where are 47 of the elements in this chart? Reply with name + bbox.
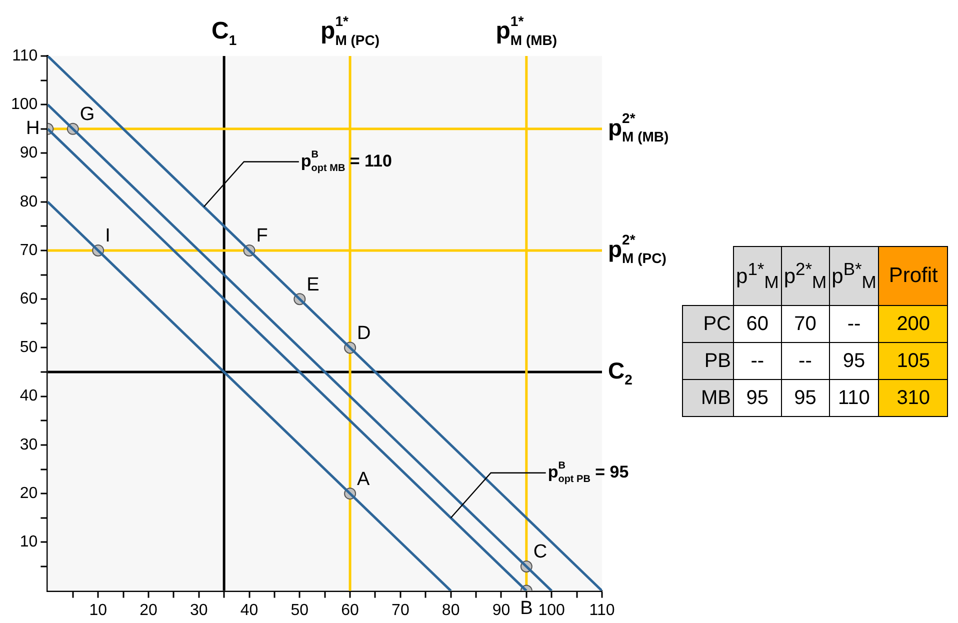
text: -- — [750, 350, 764, 372]
x-tick-label: 110 — [589, 602, 615, 619]
category-label: Profit — [878, 246, 948, 306]
text: 95 — [842, 350, 866, 372]
category-label: PC — [703, 312, 731, 334]
x-tick-label: 70 — [392, 602, 410, 619]
y-tick-label: 40 — [20, 388, 38, 405]
y-tick-label: 50 — [20, 339, 38, 356]
x-tick-label: 30 — [190, 602, 208, 619]
text: 200 — [896, 312, 930, 334]
y-tick-label: 80 — [20, 193, 38, 210]
y-tick-label: 110 — [12, 47, 38, 64]
annotation: B — [520, 598, 533, 620]
y-tick-label: 90 — [20, 144, 38, 162]
annotation: I — [105, 226, 110, 247]
annotation: C — [533, 542, 548, 563]
text: 95 — [794, 386, 816, 408]
y-tick-label: 70 — [20, 242, 38, 259]
x-tick-label: 80 — [442, 602, 460, 619]
y-tick-label: 100 — [10, 96, 38, 114]
x-tick-label: 100 — [538, 602, 566, 619]
text: -- — [798, 350, 812, 372]
annotation: G — [80, 104, 95, 126]
annotation: F — [256, 226, 268, 247]
y-tick-label: 60 — [20, 290, 38, 308]
category-label: MB — [701, 386, 731, 408]
text: 110 — [838, 386, 870, 408]
text: 70 — [794, 312, 816, 334]
text: 105 — [896, 350, 930, 372]
x-tick-label: 50 — [290, 602, 309, 619]
text: 60 — [746, 312, 769, 334]
y-tick-label: 10 — [20, 534, 38, 551]
x-tick-label: 10 — [89, 602, 108, 619]
x-tick-label: 40 — [240, 602, 258, 619]
annotation: E — [306, 274, 320, 296]
y-tick-label: 20 — [20, 484, 38, 502]
x-tick-label: 60 — [341, 602, 360, 619]
x-tick-label: 20 — [140, 602, 158, 619]
text: -- — [847, 312, 861, 334]
category-label: PB — [704, 350, 731, 372]
x-tick-label: 90 — [492, 602, 510, 619]
annotation: H — [26, 118, 40, 140]
y-tick-label: 30 — [20, 436, 38, 454]
annotation: D — [357, 322, 371, 344]
annotation: A — [357, 468, 370, 490]
text: 95 — [746, 386, 769, 408]
text: 310 — [896, 386, 930, 408]
